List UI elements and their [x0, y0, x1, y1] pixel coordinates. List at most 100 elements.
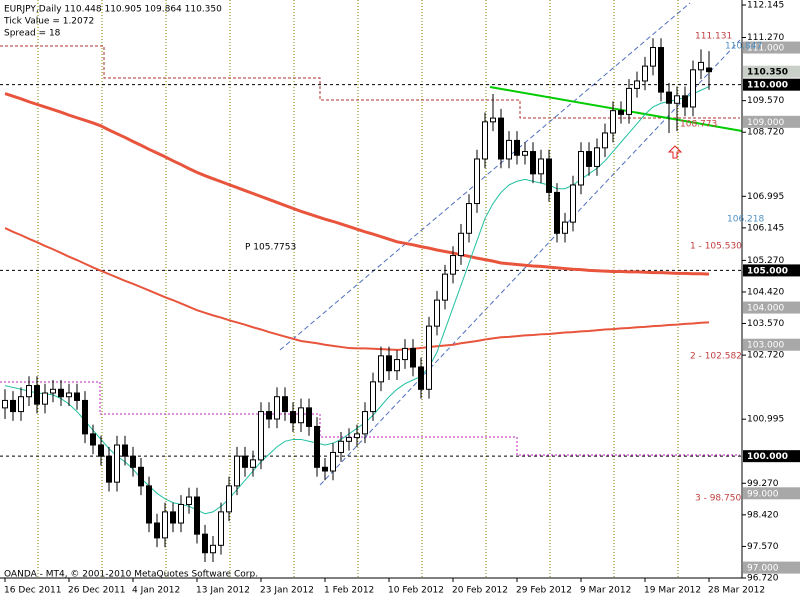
- candle-body: [282, 396, 288, 413]
- y-tick-label: 103.570: [747, 319, 784, 329]
- trend-line: [489, 86, 743, 132]
- candle-body: [50, 388, 56, 394]
- candle-body: [186, 496, 192, 505]
- candle-body: [242, 455, 248, 468]
- x-tick-label: 10 Feb 2012: [388, 586, 444, 596]
- channel-line: [319, 39, 741, 486]
- candle-body: [682, 95, 688, 108]
- y-tick-label: 96.720: [747, 574, 779, 584]
- candle-body: [10, 399, 16, 413]
- candle-body: [610, 110, 616, 134]
- x-tick-label: 29 Feb 2012: [516, 586, 572, 596]
- candle-body: [82, 399, 88, 435]
- y-tick-label: 100.995: [747, 415, 784, 425]
- x-tick-label: 13 Jan 2012: [196, 586, 250, 596]
- candle-body: [458, 232, 464, 257]
- x-tick-label: 26 Dec 2011: [68, 586, 126, 596]
- candle-body: [650, 47, 656, 67]
- y-tick-label: 109.570: [747, 96, 784, 106]
- x-tick-label: 16 Dec 2011: [4, 586, 62, 596]
- candle-body: [442, 273, 448, 301]
- candle-body: [178, 503, 184, 524]
- candle-body: [418, 366, 424, 390]
- pivot-line: [0, 45, 740, 119]
- candle-body: [322, 466, 328, 472]
- arrow: [667, 145, 683, 159]
- candle-body: [618, 110, 624, 115]
- candle-body: [122, 444, 128, 457]
- level-label: 111.000: [747, 44, 784, 54]
- level-label-bg: [743, 561, 800, 574]
- candle-body: [642, 65, 648, 82]
- candle-body: [194, 496, 200, 535]
- x-tick-label: 20 Feb 2012: [452, 586, 508, 596]
- candle-body: [498, 117, 504, 160]
- x-tick-label: 19 Mar 2012: [644, 586, 701, 596]
- level-label: 103.000: [747, 341, 784, 351]
- candle-body: [58, 388, 64, 398]
- candle-body: [18, 396, 24, 413]
- y-tick-label: 106.145: [747, 223, 784, 233]
- hline-label: 100.000: [747, 452, 788, 462]
- candle-body: [706, 67, 712, 73]
- annotation: 1 - 105.530: [690, 242, 742, 252]
- candle-body: [362, 411, 368, 435]
- hline-label: 105.000: [747, 266, 788, 276]
- candle-body: [386, 355, 392, 372]
- level-label: 109.000: [747, 118, 784, 128]
- x-tick-label: 9 Mar 2012: [580, 586, 631, 596]
- candle-body: [634, 80, 640, 89]
- candle-body: [522, 151, 528, 156]
- y-tick-label: 99.270: [747, 479, 779, 489]
- y-tick-label: 112.145: [747, 1, 784, 11]
- candle-body: [378, 355, 384, 383]
- candle-body: [402, 347, 408, 361]
- credit: OANDA - MT4, © 2001-2010 MetaQuotes Soft…: [4, 570, 258, 580]
- y-tick-label: 98.420: [747, 510, 779, 520]
- candle-body: [210, 544, 216, 554]
- y-tick-label: 108.720: [747, 128, 784, 138]
- level-label: 99.000: [747, 489, 779, 499]
- candle-body: [570, 184, 576, 223]
- annotation: 111.131: [695, 32, 732, 42]
- x-tick-label: 1 Feb 2012: [324, 586, 374, 596]
- candle-body: [106, 455, 112, 483]
- candle-body: [674, 95, 680, 104]
- level-label-bg: [743, 115, 800, 128]
- y-tick-label: 105.270: [747, 256, 784, 266]
- level-label: 97.000: [747, 564, 779, 574]
- annotation: 2 - 102.582: [690, 352, 742, 362]
- y-tick-label: 102.720: [747, 351, 784, 361]
- level-label-bg: [743, 41, 800, 54]
- candle-body: [546, 158, 552, 193]
- candle-body: [266, 411, 272, 420]
- chart-title: EURJPY,Daily 110.448 110.905 109.864 110…: [4, 5, 222, 15]
- candle-body: [162, 511, 168, 539]
- info: Spread = 18: [4, 29, 61, 39]
- candle-body: [42, 392, 48, 405]
- candle-body: [274, 396, 280, 420]
- candle-body: [170, 511, 176, 524]
- candle-body: [666, 91, 672, 104]
- candle-body: [330, 451, 336, 472]
- x-tick-label: 28 Mar 2012: [708, 586, 765, 596]
- pivot-line: [0, 381, 740, 456]
- candle-body: [482, 121, 488, 160]
- candle-body: [146, 485, 152, 524]
- info: Tick Value = 1.2072: [3, 17, 94, 27]
- annotation: P 105.7753: [245, 243, 296, 253]
- level-label-bg: [743, 338, 800, 351]
- candle-body: [658, 47, 664, 93]
- candle-body: [602, 132, 608, 149]
- annotation: 110.847: [725, 42, 762, 52]
- candle-body: [690, 69, 696, 108]
- moving-average: [4, 92, 710, 276]
- moving-average: [4, 227, 710, 351]
- x-tick-label: 23 Jan 2012: [260, 586, 314, 596]
- candle-body: [226, 485, 232, 513]
- candle-body: [554, 191, 560, 234]
- candle-body: [474, 158, 480, 205]
- hline-label-bg: [743, 78, 800, 91]
